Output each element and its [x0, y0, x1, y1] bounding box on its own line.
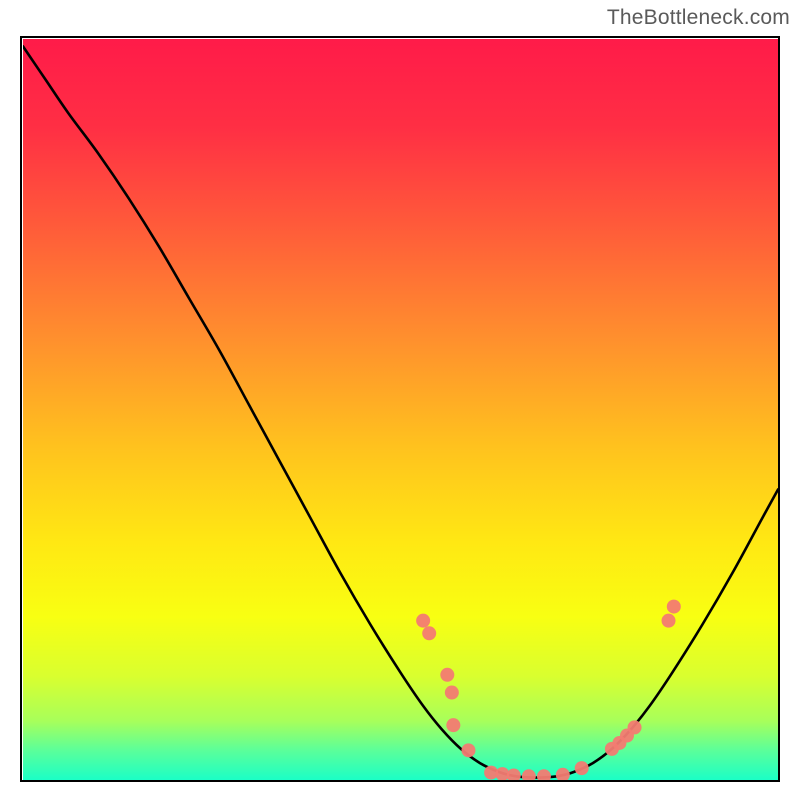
- marker-point: [661, 613, 675, 627]
- marker-point: [555, 767, 569, 779]
- marker-point: [461, 743, 475, 757]
- watermark-text: TheBottleneck.com: [607, 6, 790, 30]
- marker-point: [422, 626, 436, 640]
- scatter-markers: [23, 39, 778, 780]
- marker-point: [521, 769, 535, 780]
- marker-point: [627, 720, 641, 734]
- marker-point: [444, 685, 458, 699]
- marker-point: [416, 613, 430, 627]
- marker-point: [536, 769, 550, 780]
- marker-point: [446, 718, 460, 732]
- marker-point: [574, 761, 588, 775]
- chart-root: TheBottleneck.com: [0, 0, 800, 800]
- marker-point: [666, 599, 680, 613]
- marker-point: [440, 667, 454, 681]
- marker-point: [506, 768, 520, 779]
